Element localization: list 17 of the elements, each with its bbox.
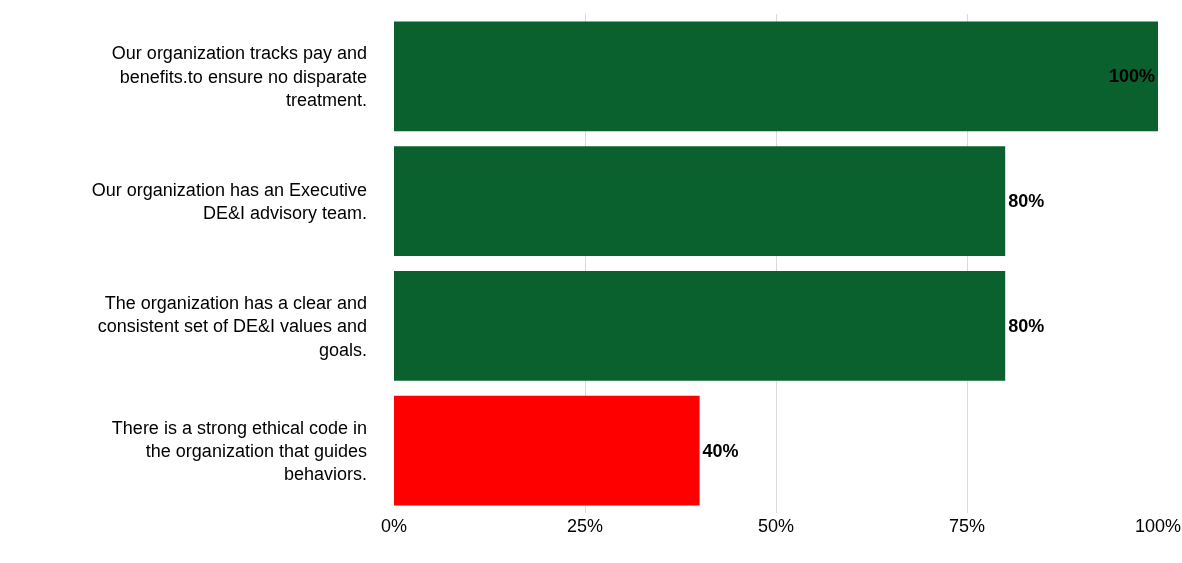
data-label: 100%: [1108, 66, 1155, 87]
x-tick-label: 100%: [1134, 516, 1182, 536]
x-tick-label: 0%: [380, 516, 408, 536]
x-tick-label: 25%: [566, 516, 604, 536]
data-label: 80%: [1008, 191, 1045, 212]
y-tick-label: There is a strong ethical code in the organization that guides behaviors.: [111, 417, 367, 485]
y-tick-label: Our organization has an Executive DE&I advisory team.: [91, 179, 367, 224]
bar: [394, 146, 1006, 257]
bar: [394, 395, 700, 506]
y-tick-label: The organization has a clear and consistent set of DE&I values and goals.: [97, 292, 367, 360]
data-label: 80%: [1008, 315, 1045, 336]
data-label: 40%: [702, 440, 739, 461]
bar: [394, 21, 1158, 132]
bar: [394, 270, 1006, 381]
x-tick-label: 75%: [948, 516, 986, 536]
y-tick-label: Our organization tracks pay and benefits.to ensure no disparate treatment.: [111, 43, 367, 111]
x-tick-label: 50%: [757, 516, 795, 536]
